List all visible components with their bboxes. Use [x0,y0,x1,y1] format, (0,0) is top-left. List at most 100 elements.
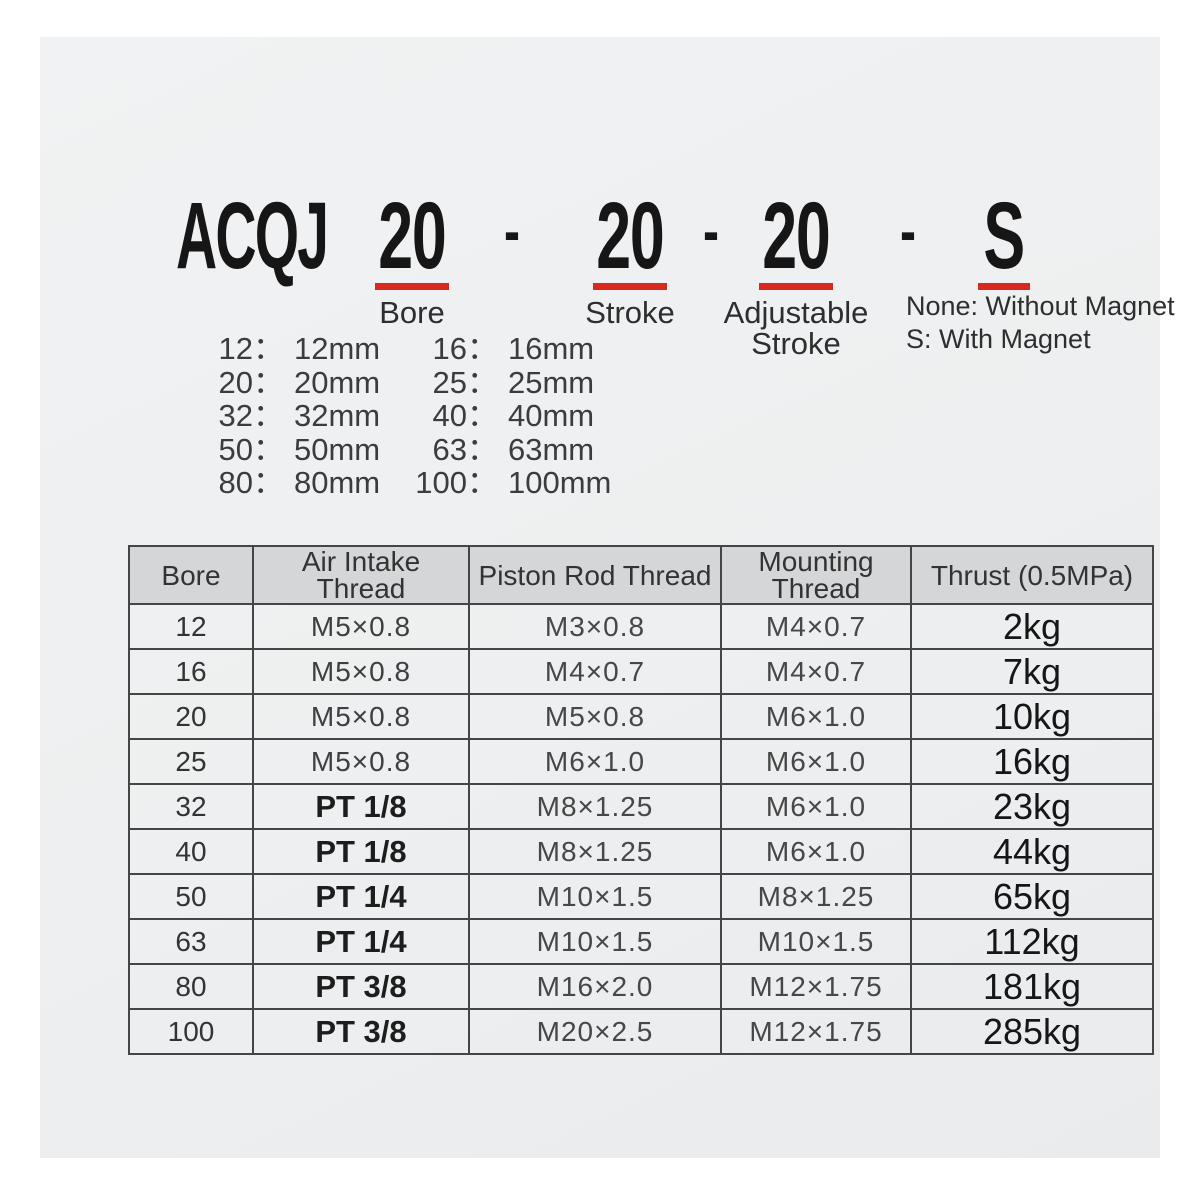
table-cell: 7kg [910,648,1154,695]
table-cell: M3×0.8 [468,603,722,650]
table-cell: 25 [128,738,254,785]
bore-option-code: 100： [415,465,498,500]
header-line: Piston Rod Thread [478,559,712,591]
table-cell: M5×0.8 [468,693,722,740]
spec-table-header-cell: Bore [128,545,254,605]
table-cell: PT 1/8 [252,828,470,875]
separator-dash: - [900,195,916,267]
spec-table-body: 12 M5×0.8 M3×0.8 M4×0.7 2kg 16 M5×0.8 M4×0.7 M4×… [128,603,1154,1055]
bore-option-size: 100mm [508,465,612,500]
spec-table: Bore Air Intake Thread Piston Rod Thread Mou… [128,545,1154,1055]
table-row: 50 PT 1/4 M10×1.5 M8×1.25 65kg [128,873,1154,920]
header-line: Thread [316,573,406,604]
model-prefix: ACQJ [176,183,329,289]
table-row: 100 PT 3/8 M20×2.5 M12×1.75 285kg [128,1008,1154,1055]
stroke-segment-label: Stroke [585,295,675,330]
magnet-code-value: S [983,183,1026,289]
table-cell: 16kg [910,738,1154,785]
table-row: 20 M5×0.8 M5×0.8 M6×1.0 10kg [128,693,1154,740]
table-cell: 112kg [910,918,1154,965]
table-cell: 80 [128,963,254,1010]
red-underline [593,283,667,290]
header-line: Air Intake [301,546,421,577]
spec-table-header-cell: Mounting Thread [720,545,912,605]
table-cell: 2kg [910,603,1154,650]
table-cell: M20×2.5 [468,1008,722,1055]
table-cell: M5×0.8 [252,738,470,785]
table-cell: M6×1.0 [720,693,912,740]
table-row: 16 M5×0.8 M4×0.7 M4×0.7 7kg [128,648,1154,695]
table-cell: M6×1.0 [720,828,912,875]
magnet-option-note: None: Without Magnet S: With Magnet [906,290,1175,356]
bore-option-code: 80： [218,465,284,500]
red-underline [759,283,833,290]
bore-option-row: 12： 12mm 16： 16mm [198,332,630,366]
table-cell: M10×1.5 [468,918,722,965]
table-cell: M4×0.7 [468,648,722,695]
stroke-code-value: 20 [596,183,664,289]
bore-option-row: 80： 80mm 100： 100mm [198,466,630,500]
table-cell: M8×1.25 [720,873,912,920]
bore-options: 12： 12mm 16： 16mm 20： 20mm 25： 25mm 32： 32mm 40： 40… [198,332,630,500]
bore-code-value: 20 [378,183,446,289]
table-cell: 12 [128,603,254,650]
table-row: 40 PT 1/8 M8×1.25 M6×1.0 44kg [128,828,1154,875]
bore-option-code: 12： [218,331,284,366]
table-cell: 32 [128,783,254,830]
table-cell: PT 3/8 [252,1008,470,1055]
table-cell: M16×2.0 [468,963,722,1010]
model-segment-bore: 20 Bore [297,183,527,328]
bore-option-size: 50mm [294,431,381,467]
table-row: 25 M5×0.8 M6×1.0 M6×1.0 16kg [128,738,1154,785]
table-cell: M6×1.0 [468,738,722,785]
table-cell: 20 [128,693,254,740]
red-underline [978,283,1030,290]
spec-sheet-background: ACQJ 20 Bore 20 Stroke 20 Adjustable Str… [40,37,1175,1158]
bore-option-code: 40： [432,398,498,433]
table-row: 63 PT 1/4 M10×1.5 M10×1.5 112kg [128,918,1154,965]
table-cell: M6×1.0 [720,783,912,830]
bore-option-size: 80mm [294,465,381,500]
magnet-note-line-s: S: With Magnet [906,324,1091,354]
table-cell: PT 1/8 [252,783,470,830]
spec-table-header-cell: Air Intake Thread [252,545,470,605]
bore-option-size: 63mm [508,431,595,467]
bore-option-code: 63： [432,431,498,467]
model-segment-adjustable-stroke: 20 Adjustable Stroke [681,183,911,360]
header-line: Thrust (0.5MPa) [930,559,1134,591]
bore-option-size: 32mm [294,398,381,433]
table-cell: PT 1/4 [252,918,470,965]
table-row: 12 M5×0.8 M3×0.8 M4×0.7 2kg [128,603,1154,650]
table-cell: M10×1.5 [468,873,722,920]
separator-dash: - [703,195,719,267]
bore-option-code: 16： [432,331,498,366]
red-underline [375,283,449,290]
table-cell: 63 [128,918,254,965]
bore-option-code: 25： [432,364,498,400]
table-cell: M4×0.7 [720,603,912,650]
table-cell: M8×1.25 [468,828,722,875]
table-cell: PT 3/8 [252,963,470,1010]
table-cell: 181kg [910,963,1154,1010]
table-cell: M5×0.8 [252,693,470,740]
table-cell: M4×0.7 [720,648,912,695]
table-cell: 40 [128,828,254,875]
table-cell: M10×1.5 [720,918,912,965]
table-cell: 285kg [910,1008,1154,1055]
table-cell: 23kg [910,783,1154,830]
table-cell: 44kg [910,828,1154,875]
model-segment-stroke: 20 Stroke [515,183,745,330]
bore-option-row: 50： 50mm 63： 63mm [198,431,630,467]
spec-table-head: Bore Air Intake Thread Piston Rod Thread Mou… [128,545,1154,605]
bore-option-size: 16mm [508,331,595,366]
table-cell: 65kg [910,873,1154,920]
table-cell: 16 [128,648,254,695]
adjustable-stroke-code-value: 20 [762,183,830,289]
spec-table-header-cell: Piston Rod Thread [468,545,722,605]
magnet-note-line-none: None: Without Magnet [906,291,1175,321]
table-cell: M12×1.75 [720,963,912,1010]
bore-option-size: 25mm [508,364,595,400]
table-row: 80 PT 3/8 M16×2.0 M12×1.75 181kg [128,963,1154,1010]
bore-option-row: 32： 32mm 40： 40mm [198,399,630,433]
